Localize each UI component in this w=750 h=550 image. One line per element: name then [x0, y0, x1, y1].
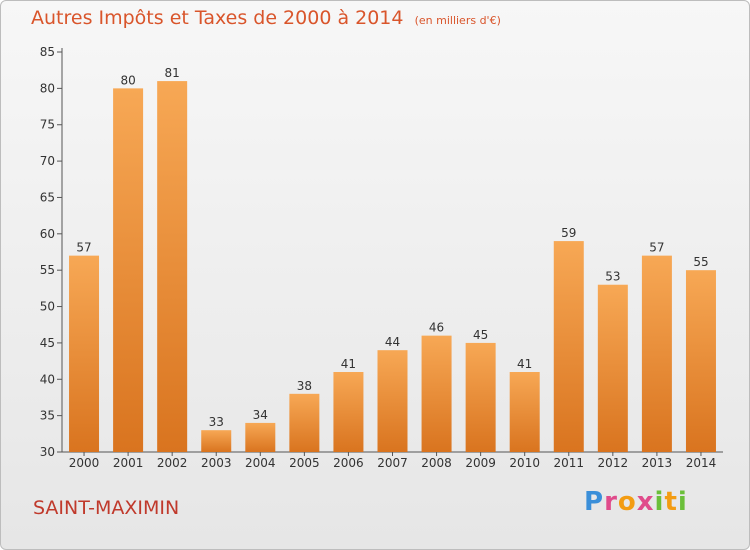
bar-2014: [685, 270, 716, 452]
bar-2005: [289, 393, 320, 452]
bar-2000: [69, 255, 100, 452]
y-tick-label: 60: [40, 227, 55, 241]
y-tick-label: 40: [40, 372, 55, 386]
x-tick-label: 2006: [333, 456, 364, 470]
x-tick-label: 2004: [245, 456, 276, 470]
y-tick-label: 75: [40, 118, 55, 132]
data-label: 38: [297, 379, 312, 393]
logo-letter: t: [664, 487, 678, 517]
x-tick-label: 2000: [69, 456, 100, 470]
y-tick-label: 45: [40, 336, 55, 350]
data-label: 34: [253, 408, 268, 422]
data-label: 53: [605, 270, 620, 284]
x-tick-label: 2002: [157, 456, 188, 470]
bar-2012: [597, 284, 628, 452]
y-tick-label: 65: [40, 190, 55, 204]
x-tick-label: 2011: [553, 456, 584, 470]
title-row: Autres Impôts et Taxes de 2000 à 2014 (e…: [31, 7, 501, 29]
x-tick-label: 2001: [113, 456, 144, 470]
bar-2002: [157, 81, 188, 452]
chart-subtitle: (en milliers d'€): [414, 14, 501, 27]
logo-letter: i: [677, 487, 688, 517]
bar-2013: [641, 255, 672, 452]
logo-letter: r: [604, 487, 618, 517]
data-label: 81: [165, 66, 180, 80]
x-tick-label: 2010: [509, 456, 540, 470]
data-label: 80: [120, 73, 135, 87]
data-label: 44: [385, 335, 400, 349]
bars: [69, 81, 716, 452]
bar-2001: [113, 88, 144, 452]
data-label: 55: [693, 255, 708, 269]
y-tick-label: 30: [40, 445, 55, 459]
x-tick-label: 2009: [465, 456, 496, 470]
data-label: 57: [649, 241, 664, 255]
x-tick-label: 2007: [377, 456, 408, 470]
data-label: 57: [76, 241, 91, 255]
x-tick-label: 2005: [289, 456, 320, 470]
bar-2011: [553, 241, 584, 452]
x-tick-label: 2014: [686, 456, 717, 470]
city-name: SAINT-MAXIMIN: [33, 497, 180, 519]
logo-letter: P: [584, 487, 605, 517]
data-label: 41: [341, 357, 356, 371]
bar-2010: [509, 372, 540, 452]
chart-title: Autres Impôts et Taxes de 2000 à 2014: [31, 7, 404, 29]
data-labels: 57 80 81 33 34 38 41 44 46 45 41 59 53 57 55: [76, 66, 708, 429]
y-tick-label: 80: [40, 81, 55, 95]
bar-2009: [465, 342, 496, 452]
logo-letter: o: [617, 487, 637, 517]
bar-2004: [245, 422, 276, 452]
data-label: 46: [429, 321, 444, 335]
y-tick-label: 85: [40, 45, 55, 59]
bar-2003: [201, 430, 232, 452]
data-label: 45: [473, 328, 488, 342]
y-tick-label: 55: [40, 263, 55, 277]
y-tick-label: 70: [40, 154, 55, 168]
bar-2008: [421, 335, 452, 452]
x-tick-label: 2013: [642, 456, 673, 470]
y-tick-label: 50: [40, 300, 55, 314]
x-tick-label: 2012: [598, 456, 629, 470]
logo-letter: x: [636, 487, 655, 517]
bar-2006: [333, 372, 364, 452]
x-tick-label: 2008: [421, 456, 452, 470]
x-tick-label: 2003: [201, 456, 232, 470]
proxiti-logo: Proxiti: [584, 487, 688, 517]
y-tick-label: 35: [40, 409, 55, 423]
bar-2007: [377, 350, 408, 452]
data-label: 41: [517, 357, 532, 371]
data-label: 59: [561, 226, 576, 240]
logo-letter: i: [654, 487, 665, 517]
data-label: 33: [209, 415, 224, 429]
